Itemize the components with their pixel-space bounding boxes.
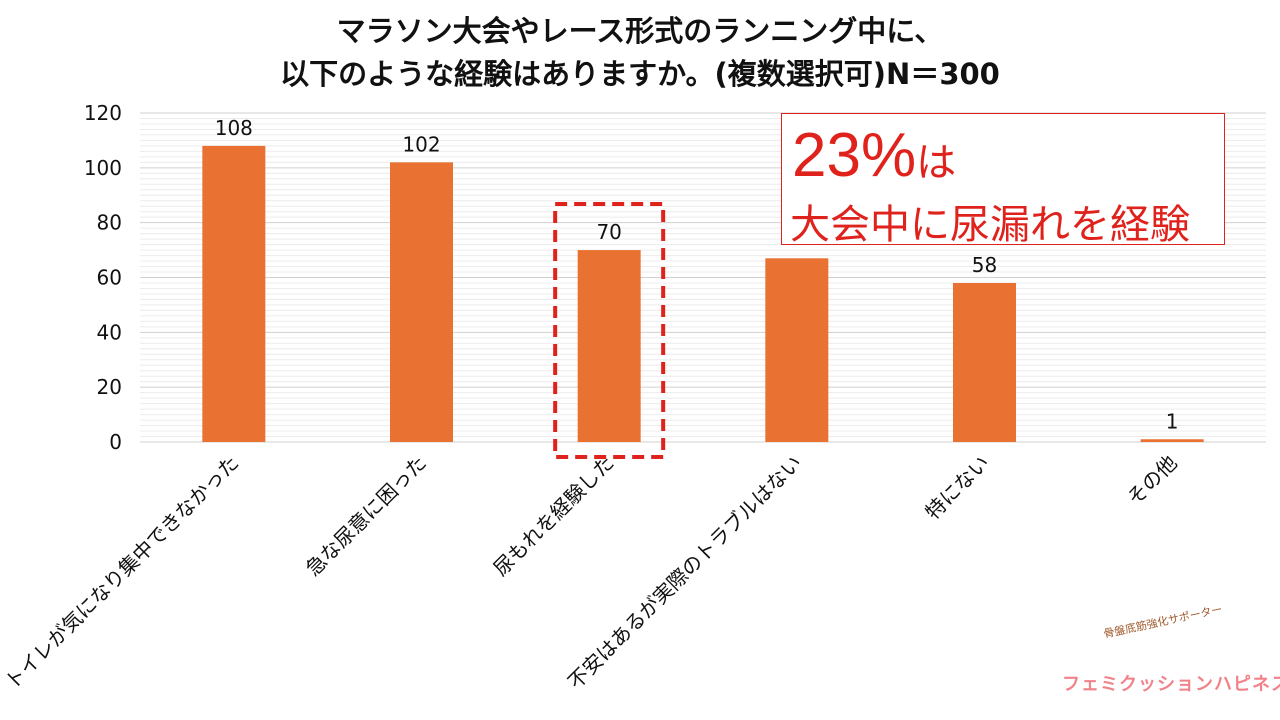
brand-name: フェミクッションハピネス — [1062, 674, 1280, 695]
y-tick-label: 20 — [97, 375, 122, 399]
bar — [577, 250, 641, 442]
brand-logo: 骨盤底筋強化サポーター フェミクッションハピネス — [1062, 603, 1280, 706]
callout-suffix: は — [916, 140, 957, 186]
y-tick-label: 0 — [109, 430, 122, 454]
data-label: 70 — [596, 220, 621, 244]
x-tick-label: 不安はあるが実際のトラブルはない — [563, 451, 806, 694]
callout-box: 23%は 大会中に尿漏れを経験 — [781, 113, 1225, 248]
callout-line2: 大会中に尿漏れを経験 — [790, 202, 1190, 248]
y-axis-ticks: 0 20 40 60 80 100 120 — [84, 101, 122, 454]
bar — [390, 162, 453, 442]
highlight-box-layer — [553, 202, 666, 459]
chart-title-line1: マラソン大会やレース形式のランニング中に、 — [336, 14, 944, 48]
data-labels: 108 102 70 58 1 — [215, 116, 1179, 433]
callout-percent: 23% — [792, 121, 917, 190]
chart-title-line2: 以下のような経験はありますか。(複数選択可)N＝300 — [280, 57, 1000, 91]
data-label: 1 — [1166, 409, 1179, 433]
x-tick-label: 尿もれを経験した — [489, 451, 619, 581]
x-tick-label: その他 — [1122, 451, 1181, 510]
bar — [202, 145, 266, 442]
bar — [765, 258, 829, 442]
bar — [1140, 439, 1204, 442]
x-tick-label: 特にない — [920, 451, 994, 525]
x-tick-label: トイレが気になり集中できなかった — [0, 451, 243, 694]
x-tick-label: 急な尿意に困った — [301, 451, 431, 581]
y-tick-label: 40 — [97, 320, 122, 344]
data-label: 108 — [215, 116, 253, 140]
bars — [202, 145, 1204, 442]
callout-line1: 23%は — [792, 120, 956, 191]
data-label: 102 — [402, 132, 440, 156]
chart-title: マラソン大会やレース形式のランニング中に、 以下のような経験はありますか。(複数… — [0, 10, 1280, 96]
highlight-box — [553, 202, 666, 459]
x-axis-labels: トイレが気になり集中できなかった 急な尿意に困った 尿もれを経験した不安はあるが実際… — [0, 451, 1182, 694]
bar — [953, 282, 1016, 442]
y-tick-label: 100 — [84, 156, 122, 180]
y-tick-label: 80 — [97, 211, 122, 235]
y-tick-label: 60 — [97, 266, 122, 290]
data-label: 58 — [972, 253, 997, 277]
y-tick-label: 120 — [84, 101, 122, 125]
